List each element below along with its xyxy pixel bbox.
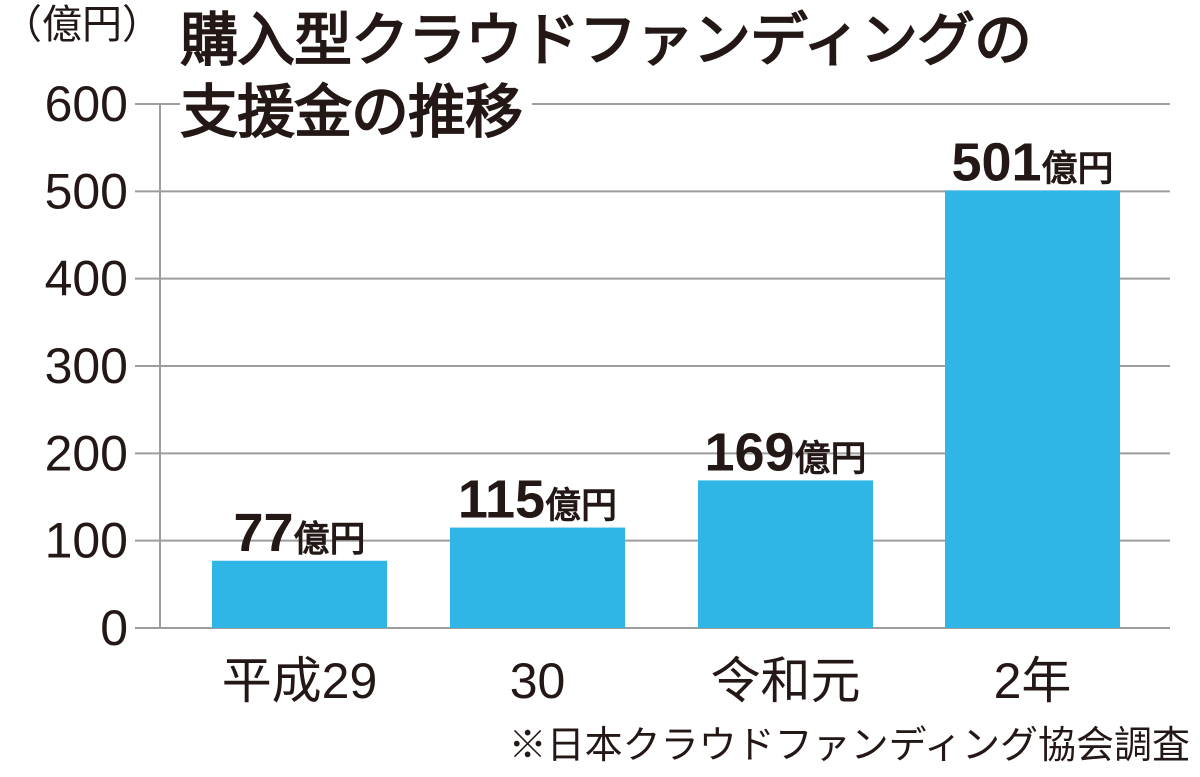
bar [450,527,625,628]
data-label-value: 77 [233,503,293,563]
chart-title-line-2: 支援金の推移 [180,76,533,148]
y-tick-label: 300 [45,338,128,394]
data-label: 115億円 [458,470,617,530]
bar [698,480,873,628]
y-tick-label: 600 [45,76,128,132]
data-label: 501億円 [951,132,1113,192]
y-tick-label: 0 [100,600,128,656]
data-label-unit: 億円 [1042,147,1114,188]
data-label-unit: 億円 [795,437,867,478]
chart-title: 購入型クラウドファンディングの 支援金の推移 [180,4,1041,148]
chart-title-line-1: 購入型クラウドファンディングの [180,4,1041,76]
data-label-value: 501 [951,132,1041,192]
bar [212,560,387,628]
y-tick-label: 200 [45,425,128,481]
y-tick-label: 500 [45,163,128,219]
bar [945,190,1120,628]
data-label-unit: 億円 [545,485,617,526]
data-label: 77億円 [233,503,365,563]
source-note: ※日本クラウドファンディング協会調査 [508,723,1190,767]
data-label-value: 169 [704,422,794,482]
x-tick-label: 令和元 [711,653,861,709]
x-tick-label: 30 [510,653,566,709]
data-label-unit: 億円 [294,518,366,559]
y-axis-unit-label: （億円） [2,2,162,48]
y-tick-label: 400 [45,251,128,307]
data-label-value: 115 [458,470,545,530]
x-tick-label: 2年 [994,653,1072,709]
x-tick-label: 平成29 [222,653,378,709]
data-label: 169億円 [704,422,866,482]
y-tick-label: 100 [45,513,128,569]
